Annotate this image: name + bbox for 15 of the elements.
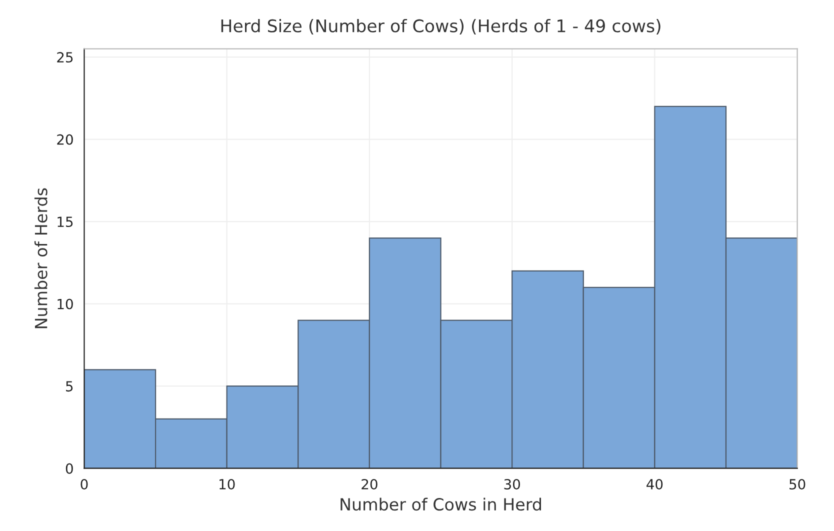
y-tick-label: 20 [57, 134, 73, 145]
y-tick-label: 5 [66, 381, 73, 392]
x-tick-label: 50 [790, 479, 806, 490]
chart-title: Herd Size (Number of Cows) (Herds of 1 - 49 cows) [221, 18, 660, 34]
y-tick-label: 25 [57, 52, 73, 63]
y-tick-label: 15 [58, 216, 73, 228]
x-axis-title: Number of Cows in Herd [340, 498, 541, 511]
x-tick-label: 30 [504, 479, 520, 490]
x-tick-label: 40 [646, 479, 663, 490]
y-tick-label: 0 [66, 463, 73, 474]
y-axis-title: Number of Herds [34, 188, 48, 328]
x-tick-label: 20 [362, 479, 378, 490]
x-tick-label: 0 [80, 479, 88, 490]
y-tick-label: 10 [58, 298, 73, 310]
x-tick-label: 10 [220, 479, 235, 490]
